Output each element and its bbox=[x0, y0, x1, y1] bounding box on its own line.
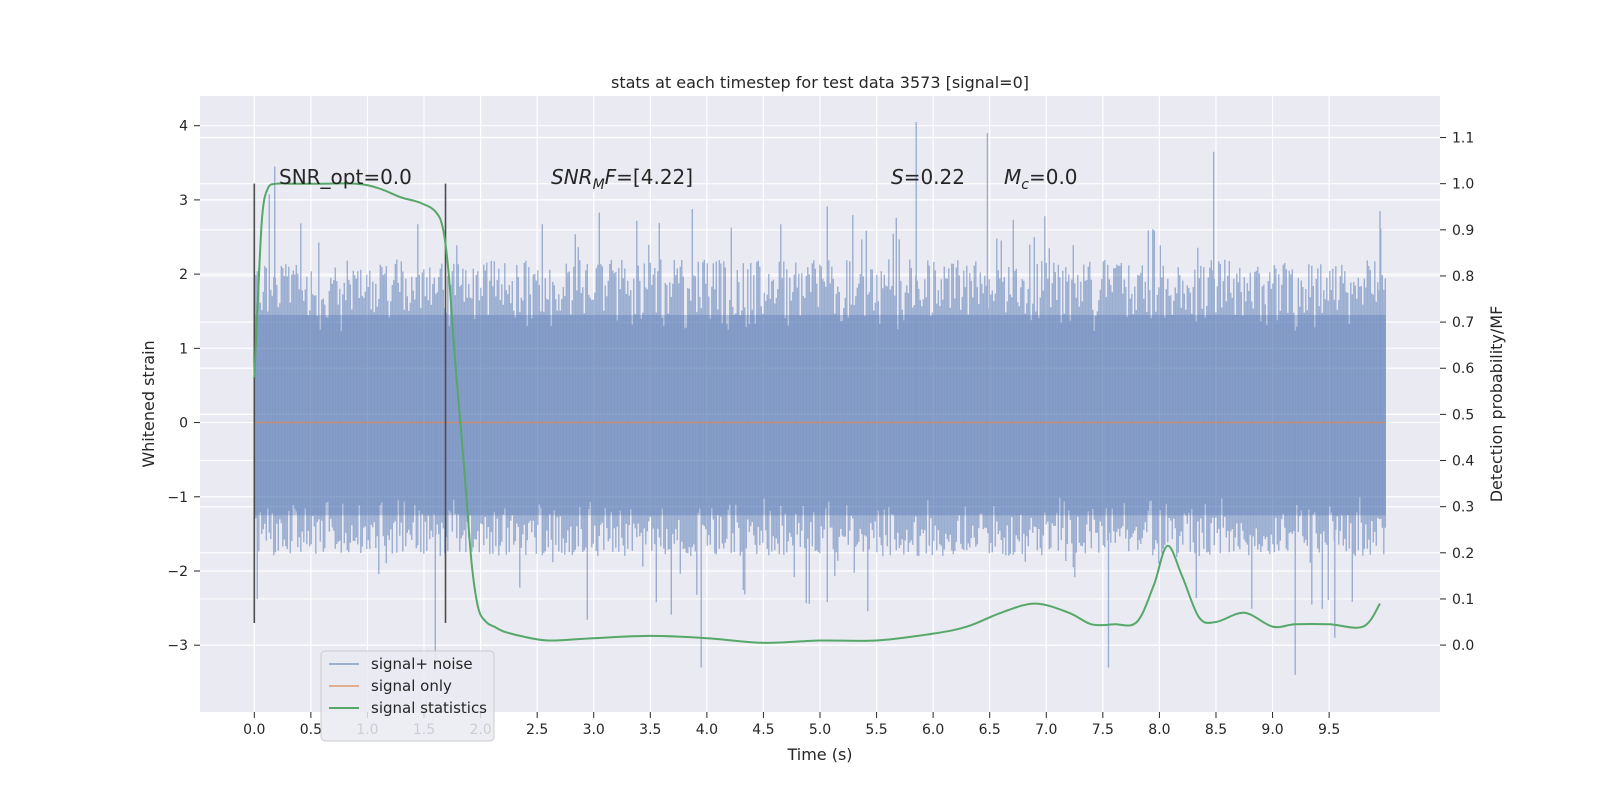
legend-box bbox=[320, 650, 495, 742]
x-tick-label: 3.0 bbox=[583, 722, 605, 738]
x-tick-label: 0.5 bbox=[300, 722, 322, 738]
annotation-s: S=0.22 bbox=[891, 165, 965, 189]
x-tick-label: 5.5 bbox=[865, 722, 887, 738]
y-tick-label: 4 bbox=[179, 119, 188, 135]
marker-lines bbox=[253, 183, 447, 623]
y-tick-label: −2 bbox=[167, 564, 188, 580]
annotation-snr-opt: SNR_opt=0.0 bbox=[279, 165, 412, 189]
legend-label-signal-only: signal only bbox=[371, 677, 452, 695]
x-tick-label: 4.5 bbox=[752, 722, 774, 738]
y2-axis-label: Detection probability/MF bbox=[1487, 306, 1506, 503]
y-tick-label: 2 bbox=[179, 267, 188, 283]
y2-tick-label: 0.0 bbox=[1452, 638, 1474, 654]
y-tick-label: 1 bbox=[179, 341, 188, 357]
legend-label-signal-noise: signal+ noise bbox=[371, 655, 473, 673]
x-tick-label: 8.0 bbox=[1148, 722, 1170, 738]
x-tick-label: 3.5 bbox=[639, 722, 661, 738]
chart-title: stats at each timestep for test data 357… bbox=[611, 73, 1029, 92]
y2-tick-label: 0.9 bbox=[1452, 223, 1474, 239]
signal-noise-core bbox=[254, 314, 1386, 516]
y2-tick-label: 0.3 bbox=[1452, 500, 1474, 516]
x-tick-label: 6.0 bbox=[922, 722, 944, 738]
y2-tick-label: 1.1 bbox=[1452, 131, 1474, 147]
y2-tick-label: 0.7 bbox=[1452, 315, 1474, 331]
y-tick-label: −1 bbox=[167, 490, 188, 506]
y2-tick-label: 0.8 bbox=[1452, 269, 1474, 285]
x-tick-label: 6.5 bbox=[979, 722, 1001, 738]
x-tick-label: 2.5 bbox=[526, 722, 548, 738]
legend-label-signal-statistics: signal statistics bbox=[371, 699, 487, 717]
signal-noise-series bbox=[253, 122, 1386, 675]
signal-statistics-series bbox=[253, 182, 1381, 644]
y2-tick-label: 0.2 bbox=[1452, 546, 1474, 562]
y-tick-label: 0 bbox=[179, 416, 188, 432]
y2-tick-label: 1.0 bbox=[1452, 177, 1474, 193]
x-tick-label: 7.5 bbox=[1092, 722, 1114, 738]
x-tick-label: 0.0 bbox=[243, 722, 265, 738]
y2-tick-label: 0.6 bbox=[1452, 361, 1474, 377]
x-tick-label: 7.0 bbox=[1035, 722, 1057, 738]
x-tick-label: 9.5 bbox=[1318, 722, 1340, 738]
x-tick-label: 9.0 bbox=[1261, 722, 1283, 738]
annotation-snr-mf: SNRMF=[4.22] bbox=[551, 165, 693, 193]
y2-tick-label: 0.4 bbox=[1452, 454, 1474, 470]
annotation-mc: Mc=0.0 bbox=[1004, 165, 1078, 193]
x-tick-label: 4.0 bbox=[696, 722, 718, 738]
y-tick-label: −3 bbox=[167, 638, 188, 654]
x-tick-label: 8.5 bbox=[1205, 722, 1227, 738]
signal-statistics-line bbox=[253, 182, 1381, 644]
x-tick-label: 5.0 bbox=[809, 722, 831, 738]
y-tick-label: 3 bbox=[179, 193, 188, 209]
y-axis-label: Whitened strain bbox=[139, 340, 158, 467]
x-axis-label: Time (s) bbox=[786, 745, 852, 764]
y2-tick-label: 0.1 bbox=[1452, 592, 1474, 608]
legend: signal+ noise signal only signal statist… bbox=[320, 650, 495, 742]
y2-tick-label: 0.5 bbox=[1452, 407, 1474, 423]
